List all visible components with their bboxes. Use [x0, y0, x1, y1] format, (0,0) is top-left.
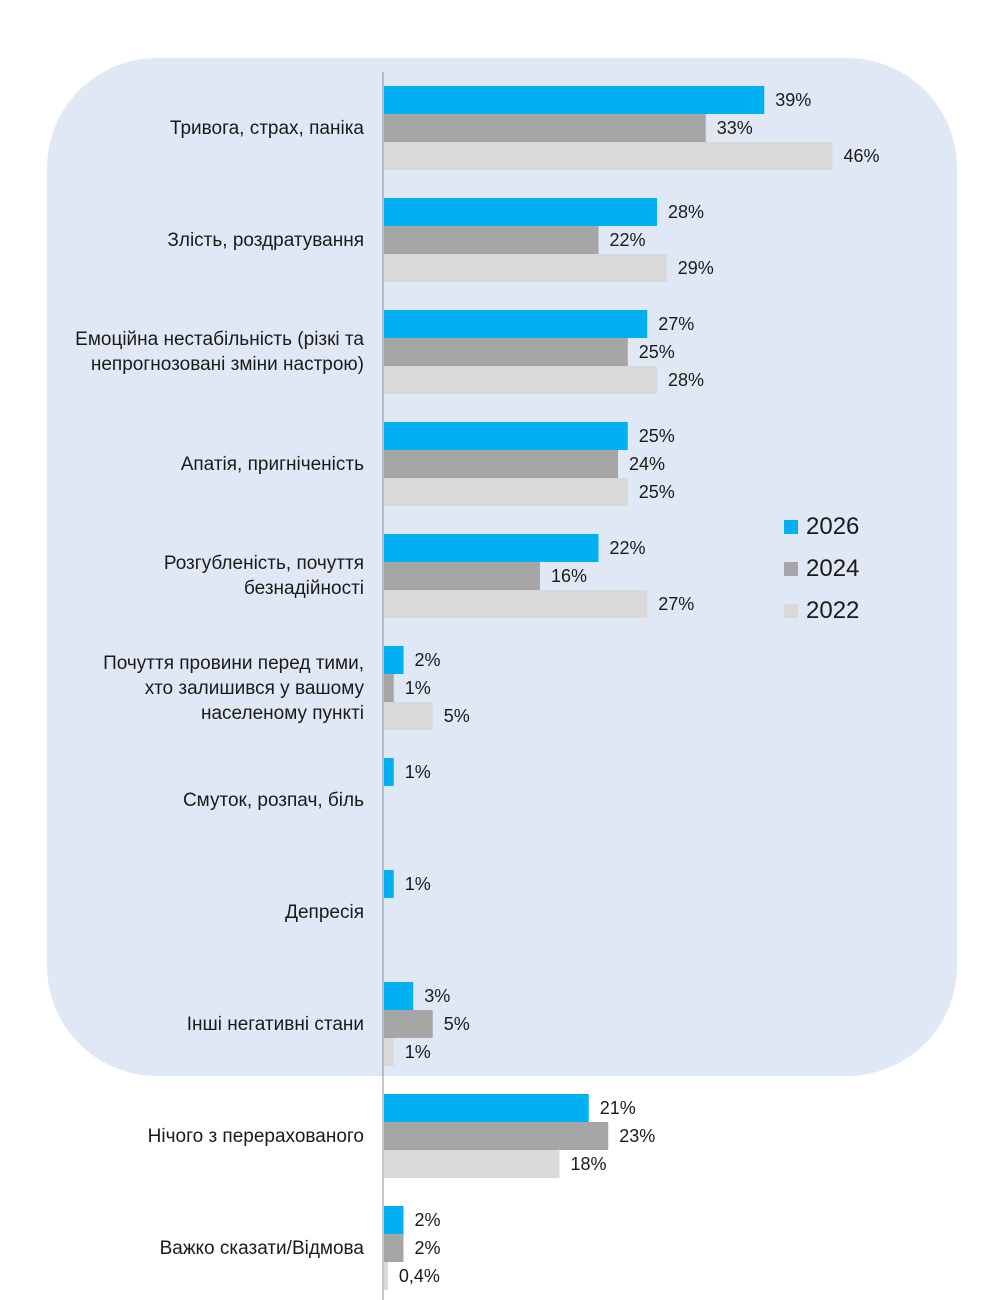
legend-swatch-2022: [784, 604, 798, 618]
bar-2022: [384, 478, 628, 506]
data-label: 28%: [668, 370, 704, 390]
data-label: 22%: [610, 230, 646, 250]
legend-label: 2022: [806, 597, 860, 624]
category-label: Почуття провини перед тими, хто залишився…: [103, 652, 364, 724]
data-label: 24%: [629, 454, 665, 474]
bar-2022: [384, 1262, 388, 1290]
category-label: Емоційна нестабільність (різкі та непрогн…: [75, 329, 364, 375]
data-label: 1%: [405, 1042, 431, 1062]
category-label: Інші негативні стани: [186, 1013, 364, 1035]
data-label: 2%: [415, 1238, 441, 1258]
data-label: 23%: [619, 1126, 655, 1146]
bar-2022: [384, 1150, 560, 1178]
bar-2024: [384, 1234, 404, 1262]
bar-2024: [384, 114, 706, 142]
category-label: Апатія, пригніченість: [180, 453, 364, 475]
data-label: 25%: [639, 426, 675, 446]
bar-2026: [384, 870, 394, 898]
legend-item-2022: 2022: [784, 590, 859, 632]
data-label: 27%: [658, 594, 694, 614]
data-label: 33%: [717, 118, 753, 138]
bar-2026: [384, 310, 648, 338]
legend-item-2024: 2024: [784, 548, 859, 590]
bar-2024: [384, 338, 628, 366]
data-label: 0,4%: [399, 1266, 440, 1286]
bar-2024: [384, 562, 540, 590]
data-label: 5%: [444, 706, 470, 726]
bar-2024: [384, 226, 599, 254]
bar-2026: [384, 1094, 589, 1122]
bar-2026: [384, 1206, 404, 1234]
bar-2022: [384, 590, 648, 618]
data-label: 28%: [668, 202, 704, 222]
data-label: 2%: [415, 650, 441, 670]
legend-swatch-2026: [784, 520, 798, 534]
bar-2024: [384, 1122, 609, 1150]
data-label: 1%: [405, 874, 431, 894]
bar-2026: [384, 86, 765, 114]
bar-2026: [384, 982, 414, 1010]
category-label: Нічого з перерахованого: [147, 1125, 364, 1147]
bar-2022: [384, 702, 433, 730]
legend-item-2026: 2026: [784, 506, 859, 548]
data-label: 3%: [424, 986, 450, 1006]
legend-label: 2026: [806, 513, 860, 540]
data-label: 1%: [405, 762, 431, 782]
data-label: 18%: [571, 1154, 607, 1174]
bar-2026: [384, 422, 628, 450]
data-label: 1%: [405, 678, 431, 698]
bar-2022: [384, 366, 657, 394]
bar-2026: [384, 534, 599, 562]
legend-label: 2024: [806, 555, 860, 582]
category-label: Депресія: [285, 901, 364, 923]
data-label: 46%: [844, 146, 880, 166]
data-label: 27%: [658, 314, 694, 334]
legend: 2026 2024 2022: [784, 506, 859, 632]
bar-2024: [384, 450, 618, 478]
legend-swatch-2024: [784, 562, 798, 576]
bar-2024: [384, 1010, 433, 1038]
data-label: 2%: [415, 1210, 441, 1230]
category-label: Розгубленість, почуття безнадійності: [163, 553, 364, 599]
bar-2022: [384, 142, 833, 170]
data-label: 22%: [610, 538, 646, 558]
data-label: 25%: [639, 342, 675, 362]
data-label: 21%: [600, 1098, 636, 1118]
bar-2026: [384, 198, 657, 226]
data-label: 5%: [444, 1014, 470, 1034]
category-label: Злість, роздратування: [167, 229, 364, 251]
bar-2026: [384, 646, 404, 674]
bar-2024: [384, 674, 394, 702]
bar-2022: [384, 254, 667, 282]
category-label: Тривога, страх, паніка: [169, 117, 364, 139]
data-label: 29%: [678, 258, 714, 278]
bar-2022: [384, 1038, 394, 1066]
category-label: Смуток, розпач, біль: [182, 789, 364, 811]
data-label: 39%: [775, 90, 811, 110]
data-label: 25%: [639, 482, 675, 502]
data-label: 16%: [551, 566, 587, 586]
category-label: Важко сказати/Відмова: [159, 1237, 364, 1259]
bar-2026: [384, 758, 394, 786]
